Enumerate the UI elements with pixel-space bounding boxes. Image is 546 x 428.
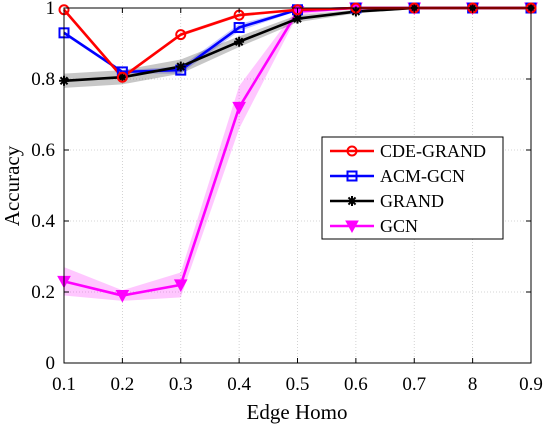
y-tick-label: 0.8 — [31, 69, 55, 90]
legend-item-cde-grand: CDE-GRAND — [330, 141, 486, 161]
point-grand — [117, 72, 128, 83]
point-grand — [292, 13, 303, 24]
legend-marker — [346, 145, 358, 157]
y-tick-label: 1 — [46, 0, 56, 19]
x-tick-label: 0.9 — [519, 374, 543, 395]
point-gcn — [115, 290, 130, 303]
x-tick-label: 0.4 — [227, 374, 251, 395]
legend-marker — [346, 170, 358, 182]
y-tick-label: 0 — [46, 353, 56, 374]
x-tick-label: 0.2 — [111, 374, 135, 395]
y-tick-label: 0.4 — [31, 211, 55, 232]
point-cde-grand — [175, 29, 187, 41]
point-gcn — [232, 101, 246, 115]
y-axis-title: Accuracy — [0, 145, 24, 226]
y-tick-label: 0.2 — [31, 282, 55, 303]
point-grand — [234, 36, 245, 47]
legend: CDE-GRAND ACM-GCN GRAND GCN — [321, 136, 504, 240]
x-tick-label: 0.7 — [402, 374, 426, 395]
y-tick-labels: 0 0.2 0.4 0.6 0.8 1 — [31, 0, 55, 374]
x-tick-label: 8 — [468, 374, 478, 395]
x-tick-label: 0.6 — [344, 374, 368, 395]
legend-label: CDE-GRAND — [380, 141, 486, 161]
legend-item-gcn: GCN — [330, 216, 418, 236]
y-tick-label: 0.6 — [31, 140, 55, 161]
legend-marker — [347, 196, 357, 206]
x-tick-label: 0.3 — [169, 374, 193, 395]
x-tick-label: 0.1 — [52, 374, 76, 395]
point-grand — [175, 61, 186, 72]
legend-marker — [345, 220, 359, 234]
legend-label: GRAND — [380, 191, 444, 211]
x-axis-title: Edge Homo — [247, 400, 348, 424]
legend-item-acm-gcn: ACM-GCN — [330, 166, 465, 186]
axis-ticks — [63, 7, 532, 364]
point-gcn — [173, 279, 188, 292]
legend-label: GCN — [380, 216, 418, 236]
point-acm-gcn — [233, 22, 245, 34]
point-cde-grand — [292, 4, 303, 16]
x-tick-labels: 0.1 0.2 0.3 0.4 0.5 0.6 0.7 8 0.9 — [52, 374, 543, 395]
x-tick-label: 0.5 — [286, 374, 310, 395]
legend-item-grand: GRAND — [330, 191, 444, 211]
point-cde-grand — [116, 71, 128, 83]
legend-label: ACM-GCN — [380, 166, 465, 186]
